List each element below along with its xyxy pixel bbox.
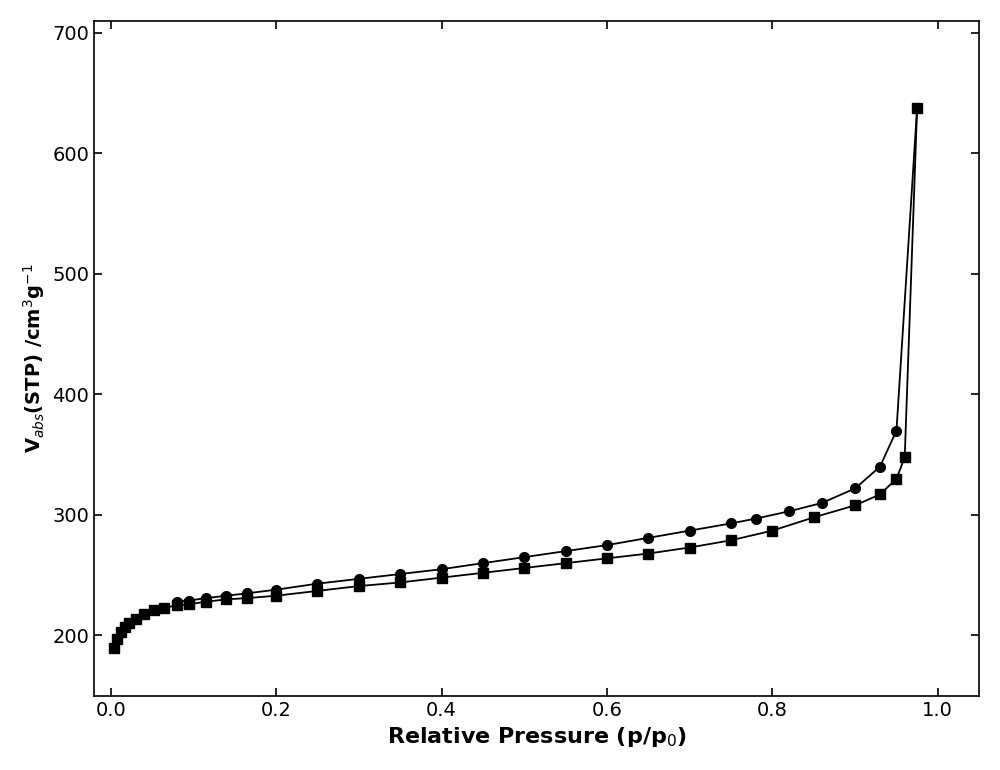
X-axis label: Relative Pressure (p/p$_0$): Relative Pressure (p/p$_0$) (387, 725, 687, 749)
Y-axis label: V$_{abs}$(STP) /cm$^3$g$^{-1}$: V$_{abs}$(STP) /cm$^3$g$^{-1}$ (21, 263, 47, 453)
